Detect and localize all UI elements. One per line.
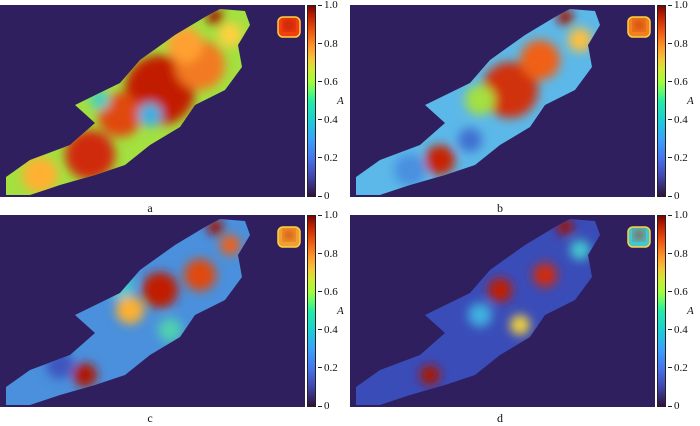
tick-label-0-6: 0.6 bbox=[324, 286, 338, 298]
tick-label-0-4: 0.4 bbox=[674, 114, 688, 126]
tick-label-1-0: 1.0 bbox=[674, 0, 688, 11]
colorbar-label: A bbox=[687, 305, 694, 317]
panel-caption: d bbox=[497, 411, 503, 425]
panel-caption: b bbox=[497, 201, 503, 215]
tick-label-0-4: 0.4 bbox=[324, 114, 338, 126]
colorbar-d bbox=[657, 215, 666, 407]
tick-label-0-8: 0.8 bbox=[324, 38, 338, 50]
tick-label-1-0: 1.0 bbox=[324, 209, 338, 221]
panel-b: 1.0 0.8 0.6 0.4 0.2 0 A b bbox=[350, 0, 700, 215]
colorbar-b bbox=[657, 5, 666, 197]
panel-caption: c bbox=[147, 411, 153, 425]
panel-c: 1.0 0.8 0.6 0.4 0.2 0 A c bbox=[0, 210, 350, 425]
tick-label-0: 0 bbox=[324, 190, 330, 202]
tick-label-0-4: 0.4 bbox=[674, 324, 688, 336]
tick-label-0-6: 0.6 bbox=[324, 76, 338, 88]
tick-label-0-2: 0.2 bbox=[674, 152, 688, 164]
tick-label-0-2: 0.2 bbox=[324, 362, 338, 374]
tick-label-0-6: 0.6 bbox=[674, 286, 688, 298]
tick-label-0-8: 0.8 bbox=[324, 248, 338, 260]
tick-label-0-8: 0.8 bbox=[674, 38, 688, 50]
tick-label-0-8: 0.8 bbox=[674, 248, 688, 260]
tick-label-1-0: 1.0 bbox=[674, 209, 688, 221]
tick-label-0-6: 0.6 bbox=[674, 76, 688, 88]
panel-d: 1.0 0.8 0.6 0.4 0.2 0 A d bbox=[350, 210, 700, 425]
tick-label-0-4: 0.4 bbox=[324, 324, 338, 336]
tick-label-0: 0 bbox=[324, 400, 330, 412]
heatmap-c bbox=[0, 215, 305, 407]
colorbar-a bbox=[307, 5, 316, 197]
colorbar-label: A bbox=[337, 305, 344, 317]
tick-label-0-2: 0.2 bbox=[674, 362, 688, 374]
heatmap-a bbox=[0, 5, 305, 197]
panel-caption: a bbox=[147, 201, 153, 215]
tick-label-0-2: 0.2 bbox=[324, 152, 338, 164]
colorbar-c bbox=[307, 215, 316, 407]
panel-a: 1.0 0.8 0.6 0.4 0.2 0 A a bbox=[0, 0, 350, 215]
tick-label-0: 0 bbox=[674, 400, 680, 412]
tick-label-0: 0 bbox=[674, 190, 680, 202]
heatmap-b bbox=[350, 5, 655, 197]
colorbar-label: A bbox=[337, 95, 344, 107]
colorbar-label: A bbox=[687, 95, 694, 107]
heatmap-d bbox=[350, 215, 655, 407]
tick-label-1-0: 1.0 bbox=[324, 0, 338, 11]
